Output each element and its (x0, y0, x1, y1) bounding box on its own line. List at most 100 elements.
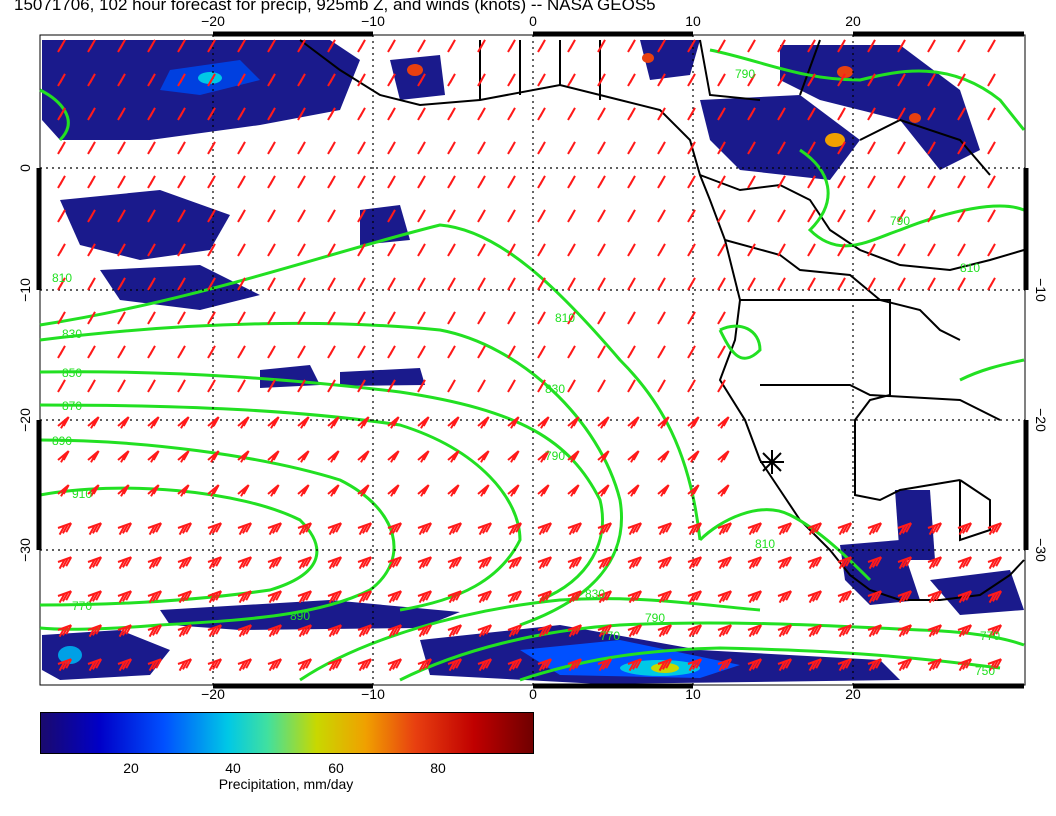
precip-blob (390, 55, 445, 100)
wind-barb (567, 311, 576, 325)
wind-barb (627, 624, 643, 638)
wind-barb (747, 277, 756, 291)
wind-barb (417, 379, 426, 393)
wind-barb (87, 277, 96, 291)
wind-barb (357, 209, 366, 223)
wind-barb (387, 243, 396, 257)
wind-barb (417, 175, 426, 189)
wind-barb (627, 175, 636, 189)
wind-barb (957, 522, 973, 536)
wind-barb (327, 379, 336, 393)
wind-barb (267, 209, 276, 223)
wind-barb (117, 624, 133, 638)
wind-barb (867, 39, 876, 53)
wind-barb (447, 209, 456, 223)
wind-barb (567, 107, 576, 121)
wind-barb (297, 556, 313, 570)
wind-barb (237, 556, 253, 570)
wind-barb (297, 39, 306, 53)
wind-barb (297, 141, 306, 155)
wind-barb (447, 556, 463, 570)
wind-barb (117, 484, 130, 497)
wind-barb (237, 39, 246, 53)
wind-barb (297, 590, 313, 604)
wind-barb (627, 73, 636, 87)
wind-barb (237, 522, 253, 536)
contour-line (519, 646, 1001, 682)
contour-line (39, 438, 396, 631)
precip-blob (780, 45, 980, 170)
wind-barb (207, 73, 216, 87)
wind-barbs (57, 39, 1003, 672)
wind-barb (957, 556, 973, 570)
wind-barb (957, 590, 973, 604)
wind-barb (747, 522, 763, 536)
wind-barb (357, 658, 373, 672)
wind-barb (957, 107, 966, 121)
wind-barb (597, 209, 606, 223)
wind-barb (417, 556, 433, 570)
wind-barb (207, 39, 216, 53)
wind-barb (657, 379, 666, 393)
wind-barb (357, 556, 373, 570)
lon-label-top: −20 (201, 13, 225, 29)
wind-barb (567, 484, 580, 497)
wind-barb (717, 590, 733, 604)
wind-barb (177, 484, 190, 497)
wind-barb (537, 590, 553, 604)
wind-barb (537, 624, 553, 638)
wind-barb (777, 624, 793, 638)
wind-barb (777, 209, 786, 223)
wind-barb (177, 243, 186, 257)
wind-barb (867, 141, 876, 155)
wind-barb (717, 209, 726, 223)
wind-barb (387, 484, 400, 497)
contour-line (799, 148, 1025, 248)
wind-barb (537, 379, 546, 393)
wind-barb (57, 73, 66, 87)
wind-barb (147, 243, 156, 257)
wind-barb (267, 484, 280, 497)
wind-barb (747, 590, 763, 604)
wind-barb (387, 73, 396, 87)
wind-barb (147, 379, 156, 393)
wind-barb (207, 277, 216, 291)
precip-blob (840, 540, 920, 605)
precip-blob (700, 95, 860, 180)
wind-barb (717, 379, 726, 393)
lon-label-bottom: 20 (845, 686, 861, 700)
wind-barb (327, 522, 343, 536)
wind-barb (207, 107, 216, 121)
wind-barb (177, 175, 186, 189)
wind-barb (987, 243, 996, 257)
wind-barb (567, 658, 583, 672)
wind-barb (987, 209, 996, 223)
wind-barb (627, 345, 636, 359)
wind-barb (597, 484, 610, 497)
contour-line (39, 370, 604, 602)
colorbar-tick: 20 (123, 760, 139, 776)
wind-barb (297, 175, 306, 189)
wind-barb (837, 658, 853, 672)
wind-barb (117, 590, 133, 604)
wind-barb (477, 345, 486, 359)
wind-barb (507, 624, 523, 638)
wind-barb (177, 311, 186, 325)
wind-barb (507, 243, 516, 257)
contour-label: 770 (72, 599, 92, 613)
wind-barb (147, 141, 156, 155)
wind-barb (477, 416, 490, 429)
lat-label-left: −10 (17, 278, 33, 302)
wind-barb (687, 522, 703, 536)
wind-barb (507, 484, 520, 497)
wind-barb (357, 522, 373, 536)
wind-barb (897, 522, 913, 536)
wind-barb (87, 243, 96, 257)
contour-label: 770 (980, 629, 1000, 643)
precip-blob (407, 64, 423, 76)
wind-barb (567, 556, 583, 570)
wind-barb (567, 243, 576, 257)
wind-barb (867, 73, 876, 87)
wind-barb (777, 658, 793, 672)
wind-barb (657, 556, 673, 570)
